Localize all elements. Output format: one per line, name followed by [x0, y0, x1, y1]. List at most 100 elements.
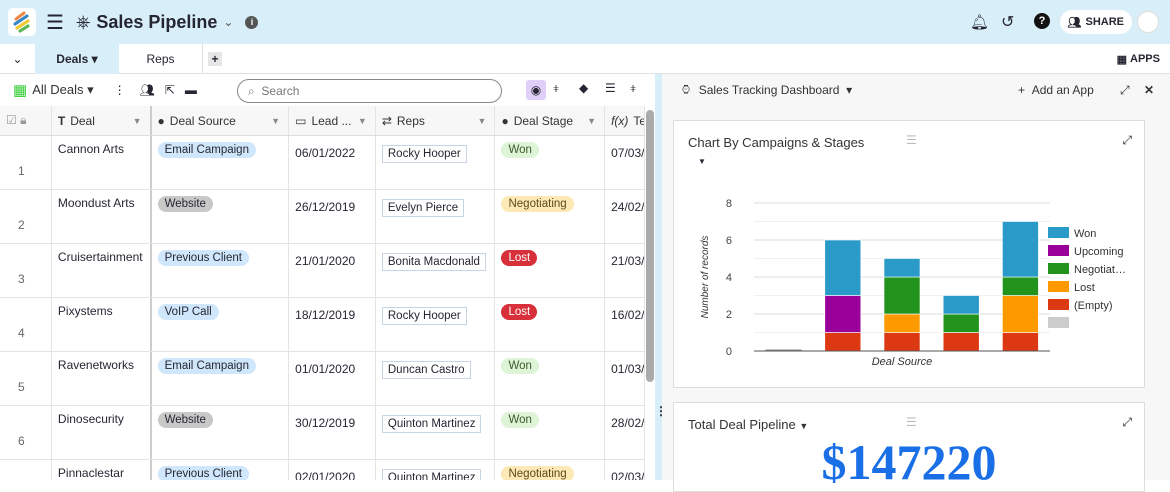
column-header-deal-source[interactable]: ● Deal Source ▼ [152, 106, 290, 135]
add-app-button[interactable]: + Add an App [1018, 83, 1094, 97]
deal-stage-cell[interactable]: Lost [495, 298, 606, 351]
reps-cell[interactable]: Rocky Hooper [376, 298, 496, 351]
lead-date-cell[interactable]: 26/12/2019 [289, 190, 376, 243]
add-tab-button[interactable]: + [203, 44, 227, 74]
table-row[interactable]: 1 Cannon Arts Email Campaign 06/01/2022 … [0, 136, 645, 190]
deal-stage-cell[interactable]: Won [495, 136, 606, 189]
hide-fields-icon[interactable]: ◉ [526, 80, 546, 100]
bar-segment[interactable] [942, 332, 980, 352]
column-header-deal[interactable]: T Deal ▼ [52, 106, 152, 135]
bar-segment[interactable] [883, 332, 921, 352]
deal-cell[interactable]: Dinosecurity [52, 406, 152, 459]
deal-source-cell[interactable]: Previous Client [152, 460, 290, 480]
lead-date-cell[interactable]: 06/01/2022 [289, 136, 376, 189]
share-view-icon[interactable]: 👥︎ [139, 83, 155, 97]
bar-segment[interactable] [942, 295, 980, 315]
expand-icon[interactable]: ⤢ [1120, 82, 1130, 97]
deal-source-cell[interactable]: VoIP Call [152, 298, 290, 351]
bar-segment[interactable] [1002, 295, 1039, 333]
help-icon[interactable]: ? [1034, 13, 1050, 29]
te-cell[interactable]: 21/03/20 [605, 244, 645, 297]
search-input[interactable]: ⌕ Search [237, 79, 502, 103]
te-cell[interactable]: 01/03/20 [605, 352, 645, 405]
filter-icon[interactable]: ☰ [605, 81, 616, 95]
reps-cell[interactable]: Quinton Martinez [376, 406, 496, 459]
te-cell[interactable]: 28/02/20 [605, 406, 645, 459]
dashboard-title[interactable]: Sales Tracking Dashboard [698, 83, 840, 97]
table-row[interactable]: 7 Pinnaclestar Previous Client 02/01/202… [0, 460, 645, 480]
bar-segment[interactable] [883, 313, 921, 333]
panel-divider[interactable]: ⋮ [655, 74, 667, 480]
view-selector[interactable]: All Deals ▾ [32, 82, 94, 97]
column-header-reps[interactable]: ⇄ Reps ▼ [376, 106, 496, 135]
drag-handle-icon[interactable]: ☰ [906, 133, 917, 147]
settings-sliders-icon[interactable]: ⧧ [553, 81, 560, 95]
deal-cell[interactable]: Pinnaclestar [52, 460, 152, 480]
more-icon[interactable]: ⋮ [113, 83, 126, 97]
deal-source-cell[interactable]: Previous Client [152, 244, 290, 297]
collapse-button[interactable]: ⌄ [12, 52, 23, 66]
doc-title[interactable]: Sales Pipeline [96, 11, 218, 32]
deal-stage-cell[interactable]: Won [495, 406, 606, 459]
avatar[interactable] [1137, 11, 1159, 33]
reps-cell[interactable]: Bonita Macdonald [376, 244, 496, 297]
expand-icon[interactable]: ⤢ [1122, 415, 1132, 429]
history-icon[interactable]: ↺ [1001, 14, 1015, 31]
lead-date-cell[interactable]: 01/01/2020 [289, 352, 376, 405]
lead-date-cell[interactable]: 02/01/2020 [289, 460, 376, 480]
reps-cell[interactable]: Duncan Castro [376, 352, 496, 405]
export-icon[interactable]: ⇱ [164, 83, 175, 97]
bar-segment[interactable] [824, 332, 862, 352]
column-header-deal-stage[interactable]: ● Deal Stage ▼ [495, 106, 606, 135]
bar-segment[interactable] [883, 276, 921, 315]
menu-icon[interactable]: ☰ [46, 11, 64, 34]
te-cell[interactable]: 02/03/20 [605, 460, 645, 480]
bar-segment[interactable] [1002, 332, 1039, 352]
expand-icon[interactable]: ⤢ [1122, 133, 1132, 147]
bar-segment[interactable] [942, 313, 980, 333]
table-row[interactable]: 3 Cruisertainment Previous Client 21/01/… [0, 244, 645, 298]
reps-cell[interactable]: Rocky Hooper [376, 136, 496, 189]
deal-source-cell[interactable]: Website [152, 190, 290, 243]
chevron-down-icon[interactable]: ⌄ [223, 15, 234, 29]
deal-stage-cell[interactable]: Negotiating [495, 190, 606, 243]
tab-deals[interactable]: Deals ▾ [35, 44, 119, 74]
table-row[interactable]: 4 Pixystems VoIP Call 18/12/2019 Rocky H… [0, 298, 645, 352]
te-cell[interactable]: 24/02/20 [605, 190, 645, 243]
table-row[interactable]: 5 Ravenetworks Email Campaign 01/01/2020… [0, 352, 645, 406]
table-row[interactable]: 6 Dinosecurity Website 30/12/2019 Quinto… [0, 406, 645, 460]
table-row[interactable]: 2 Moondust Arts Website 26/12/2019 Evely… [0, 190, 645, 244]
apps-button[interactable]: ▦ APPS [1116, 53, 1160, 66]
deal-cell[interactable]: Cruisertainment [52, 244, 152, 297]
bar-segment[interactable] [824, 239, 862, 296]
chart-menu-icon[interactable]: ▼ [698, 157, 706, 166]
deal-source-cell[interactable]: Email Campaign [152, 352, 290, 405]
close-icon[interactable]: ✕ [1144, 83, 1155, 97]
bar-segment[interactable] [883, 258, 921, 278]
lead-date-cell[interactable]: 21/01/2020 [289, 244, 376, 297]
share-button[interactable]: 👥︎ SHARE [1059, 10, 1132, 34]
select-all-checkbox[interactable]: ☑ 🔒︎ [0, 106, 52, 135]
bar-segment[interactable] [1002, 221, 1039, 278]
deal-cell[interactable]: Cannon Arts [52, 136, 152, 189]
app-logo[interactable] [8, 8, 36, 36]
reps-cell[interactable]: Evelyn Pierce [376, 190, 496, 243]
te-cell[interactable]: 16/02/20 [605, 298, 645, 351]
layout-icon[interactable]: ▬ [184, 83, 197, 97]
reps-cell[interactable]: Quinton Martinez [376, 460, 496, 480]
deal-stage-cell[interactable]: Negotiating [495, 460, 606, 480]
tab-reps[interactable]: Reps [119, 44, 203, 74]
deal-source-cell[interactable]: Email Campaign [152, 136, 290, 189]
deal-source-cell[interactable]: Website [152, 406, 290, 459]
column-header-lead[interactable]: ▭ Lead ... ▼ [289, 106, 376, 135]
bell-icon[interactable]: 🔔︎ [970, 14, 990, 31]
bar-segment[interactable] [1002, 276, 1039, 296]
lead-date-cell[interactable]: 18/12/2019 [289, 298, 376, 351]
te-cell[interactable]: 07/03/20 [605, 136, 645, 189]
deal-cell[interactable]: Moondust Arts [52, 190, 152, 243]
lead-date-cell[interactable]: 30/12/2019 [289, 406, 376, 459]
sort-icon[interactable]: ⧧ [630, 81, 637, 95]
deal-stage-cell[interactable]: Lost [495, 244, 606, 297]
deal-stage-cell[interactable]: Won [495, 352, 606, 405]
deal-cell[interactable]: Pixystems [52, 298, 152, 351]
